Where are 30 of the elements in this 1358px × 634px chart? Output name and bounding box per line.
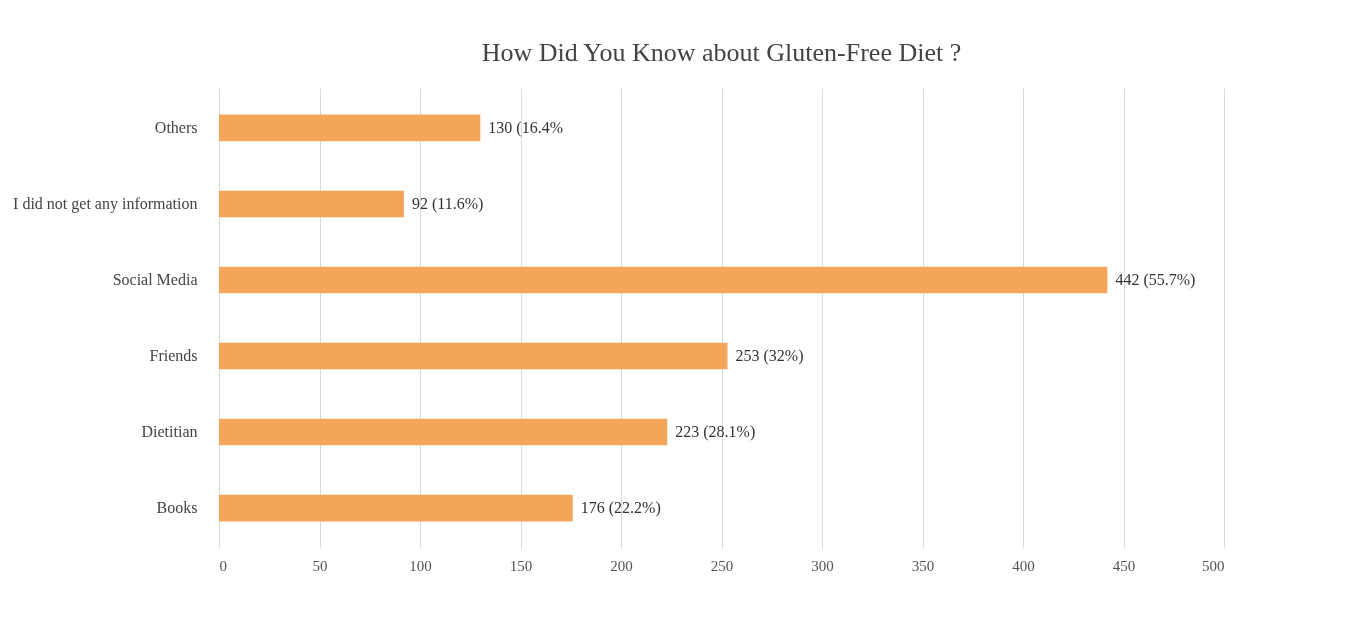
bar (219, 342, 728, 370)
bar (219, 190, 404, 218)
y-tick-label: I did not get any information (13, 194, 198, 213)
data-label: 92 (11.6%) (411, 194, 484, 213)
y-tick-label: Dietitian (141, 423, 198, 441)
x-tick-label: 50 (312, 557, 328, 574)
x-tick-label: 300 (811, 557, 834, 574)
bar (219, 494, 573, 522)
data-label: 223 (28.1%) (675, 423, 756, 442)
y-tick-label: Friends (149, 347, 198, 365)
x-tick-label: 350 (911, 557, 935, 574)
y-tick-label: Others (154, 118, 198, 136)
bar (219, 418, 668, 446)
x-tick-label: 450 (1112, 557, 1136, 574)
data-label: 130 (16.4% (488, 118, 563, 137)
chart-title: How Did You Know about Gluten-Free Diet ? (481, 38, 962, 67)
x-tick-label: 150 (509, 557, 533, 574)
x-tick-label: 100 (409, 557, 432, 574)
data-label: 176 (22.2%) (580, 499, 661, 518)
x-tick-label: 200 (610, 557, 633, 574)
y-tick-label: Social Media (112, 270, 198, 288)
x-tick-label: 250 (710, 557, 734, 574)
x-tick-label: 500 (1202, 557, 1225, 574)
bar (219, 114, 481, 142)
data-label: 442 (55.7%) (1115, 270, 1196, 289)
x-tick-label: 400 (1012, 557, 1035, 574)
bar (219, 266, 1108, 294)
y-tick-label: Books (156, 499, 198, 517)
data-label: 253 (32%) (735, 347, 804, 366)
x-tick-label: 0 (219, 557, 227, 574)
